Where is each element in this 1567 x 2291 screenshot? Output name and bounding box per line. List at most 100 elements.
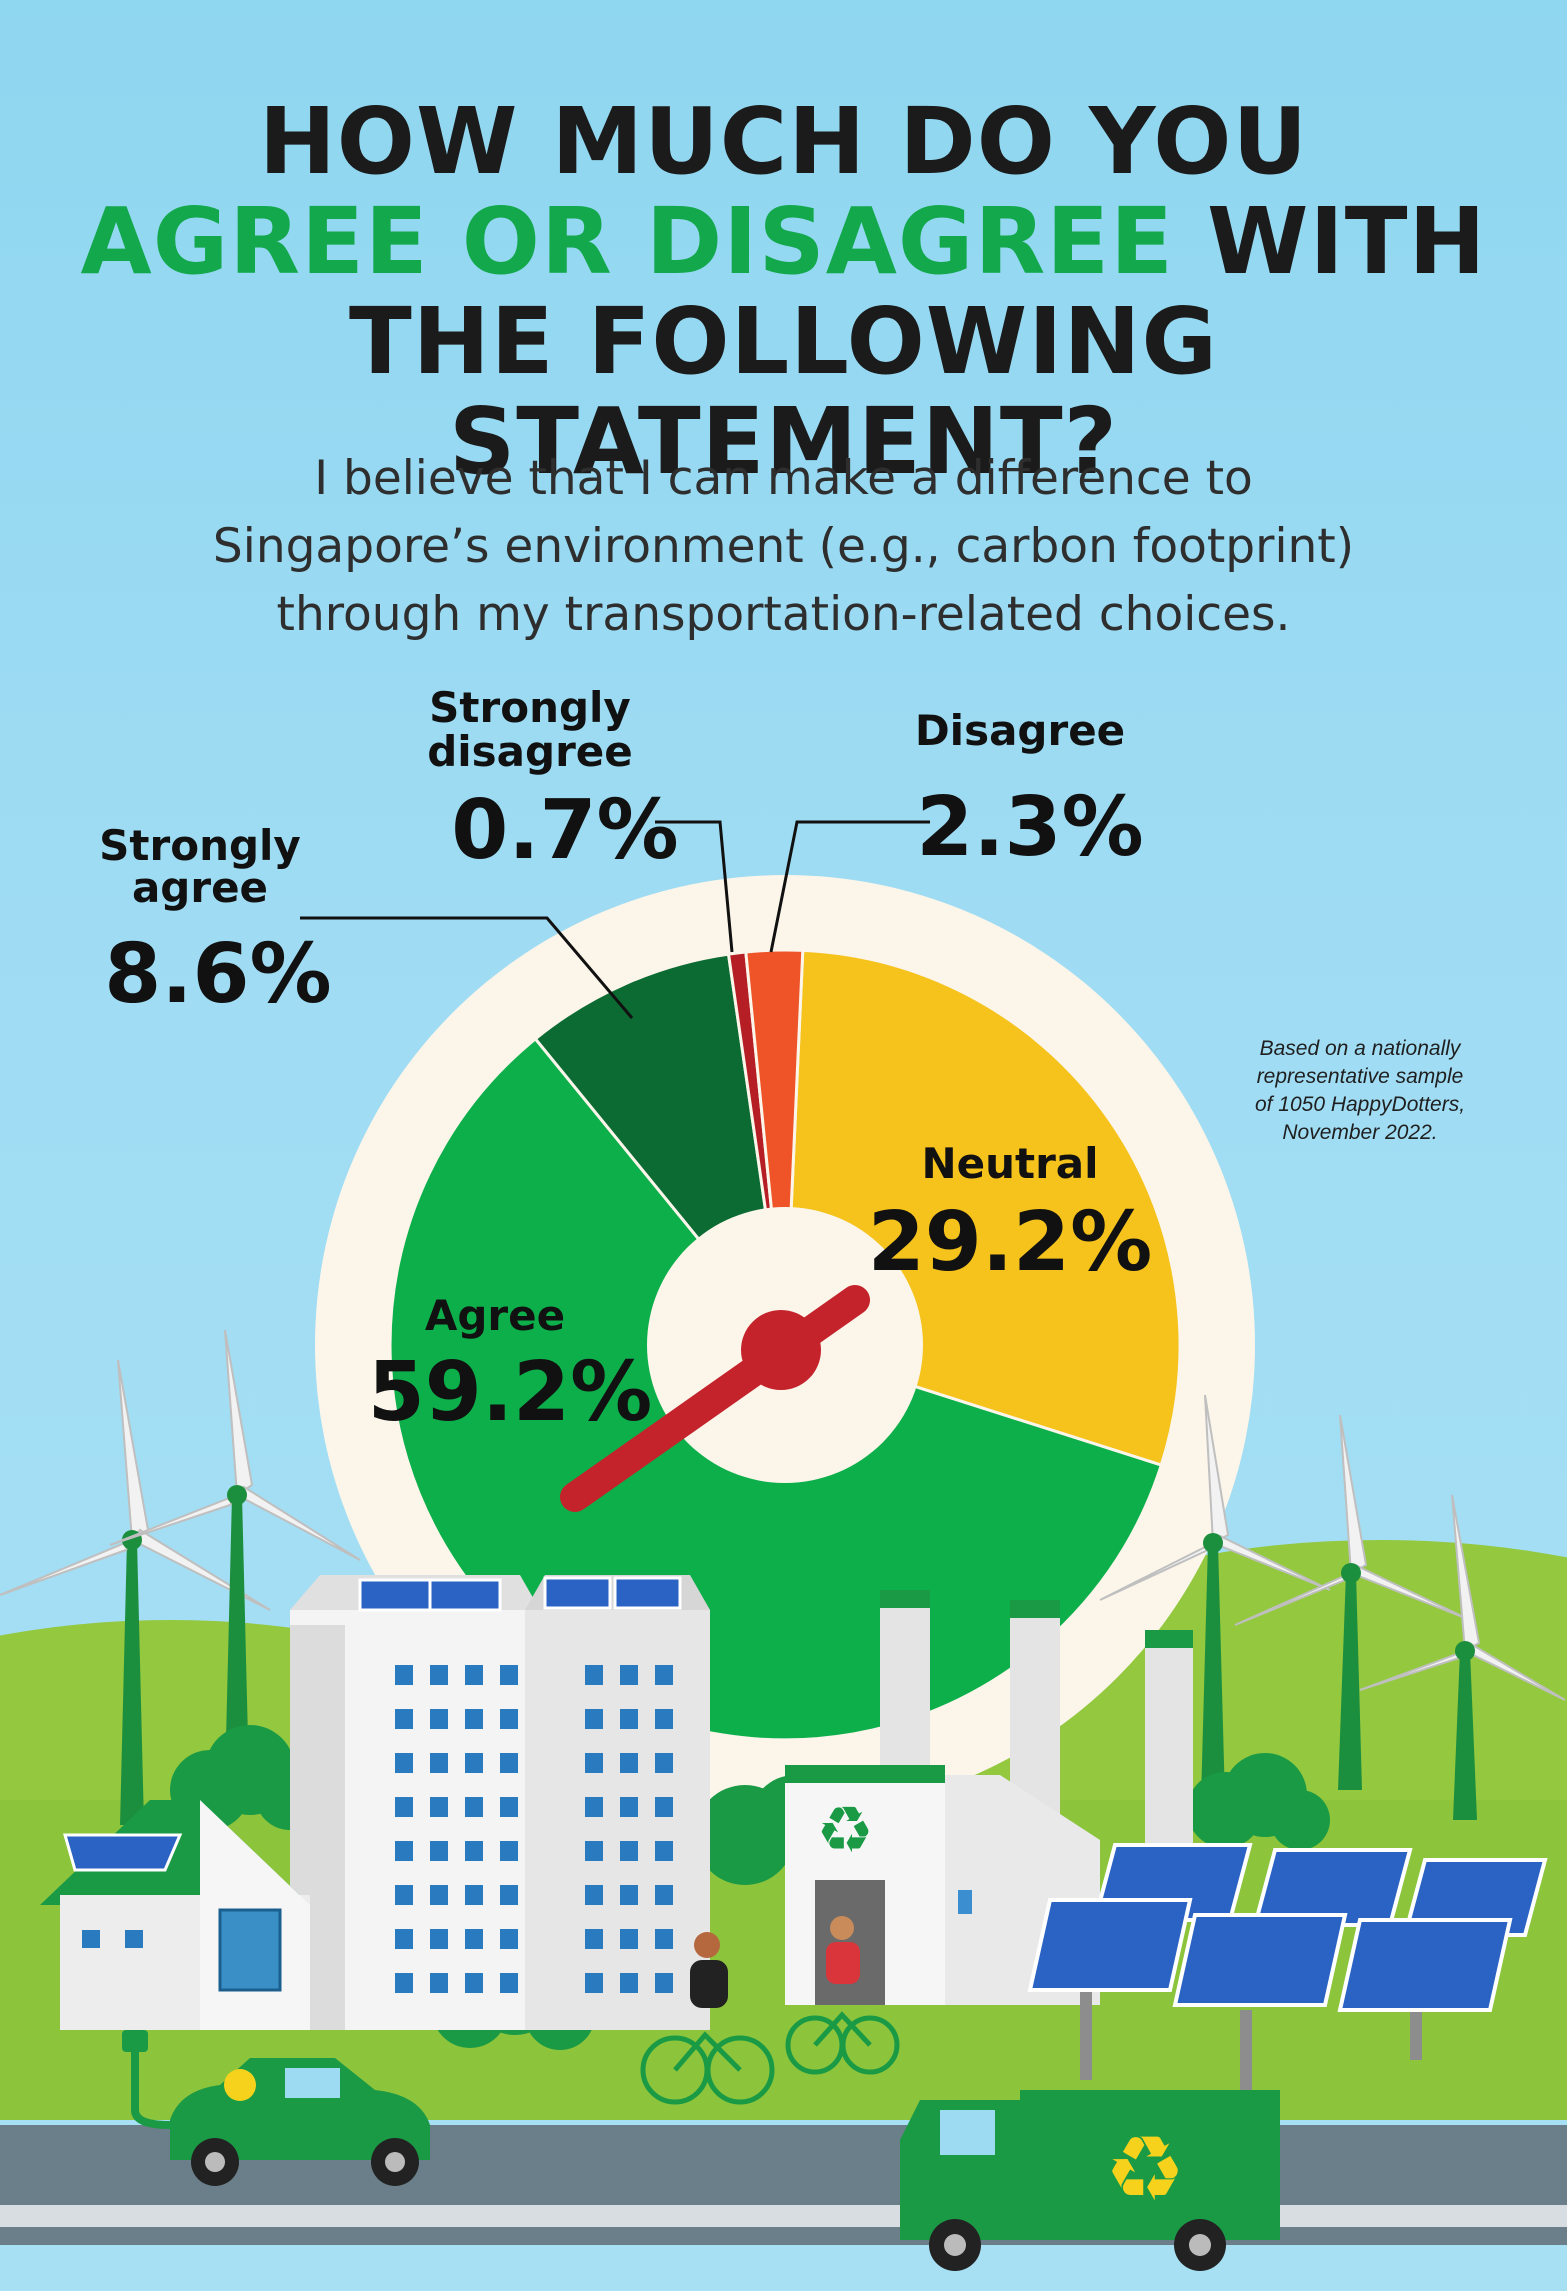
label-agree: Agree: [425, 1291, 565, 1340]
window: [585, 1929, 603, 1949]
window: [500, 1709, 518, 1729]
cyclists: [640, 2011, 900, 2105]
wind-turbine: [1359, 1494, 1566, 1820]
window: [465, 1709, 483, 1729]
wind-turbine: [1099, 1394, 1331, 1800]
leader-line-strongly-agree: [300, 916, 634, 1019]
window: [500, 1841, 518, 1861]
label-disagree: Disagree: [915, 706, 1125, 755]
window: [655, 1973, 673, 1993]
window: [465, 1885, 483, 1905]
window: [430, 1973, 448, 1993]
window: [620, 1973, 638, 1993]
window: [620, 1841, 638, 1861]
window: [585, 1885, 603, 1905]
label-neutral: Neutral: [921, 1139, 1098, 1188]
leader-lines: [300, 820, 930, 1019]
window: [430, 1753, 448, 1773]
window: [655, 1797, 673, 1817]
truck-recycle-icon: ♻: [1105, 2117, 1186, 2222]
statement-line-2: Singapore’s environment (e.g., carbon fo…: [212, 519, 1355, 574]
window: [430, 1797, 448, 1817]
window: [465, 1929, 483, 1949]
window: [500, 1929, 518, 1949]
window: [500, 1797, 518, 1817]
wind-turbine: [109, 1329, 361, 1780]
leader-line-disagree: [769, 820, 930, 953]
window: [395, 1753, 413, 1773]
window: [500, 1973, 518, 1993]
value-strongly-agree: 8.6%: [104, 927, 331, 1022]
window: [655, 1841, 673, 1861]
window: [430, 1665, 448, 1685]
solar-panels: [1027, 1843, 1548, 2100]
window: [620, 1709, 638, 1729]
window: [585, 1973, 603, 1993]
recycling-truck: ♻: [900, 2090, 1280, 2271]
title-accent: AGREE OR DISAGREE: [80, 188, 1174, 295]
sample-note: Based on a nationally representative sam…: [1254, 1037, 1466, 1144]
window: [585, 1753, 603, 1773]
window: [500, 1885, 518, 1905]
wind-turbine: [1234, 1414, 1471, 1790]
window: [430, 1709, 448, 1729]
window: [585, 1797, 603, 1817]
window: [465, 1973, 483, 1993]
label-strongly-disagree: Strongly disagree: [427, 683, 633, 776]
window: [655, 1885, 673, 1905]
apartment-windows: [395, 1665, 673, 1993]
cyclist-riders: [690, 1916, 860, 2008]
window: [465, 1797, 483, 1817]
window: [430, 1929, 448, 1949]
window: [620, 1753, 638, 1773]
window: [500, 1753, 518, 1773]
window: [655, 1709, 673, 1729]
window: [620, 1797, 638, 1817]
leader-line-strongly-disagree: [655, 820, 734, 953]
label-strongly-agree: Strongly agree: [99, 821, 301, 912]
window: [395, 1709, 413, 1729]
window: [620, 1929, 638, 1949]
title-line-2-rest: WITH: [1173, 188, 1487, 295]
title-line-3: THE FOLLOWING STATEMENT?: [348, 288, 1219, 495]
window: [395, 1973, 413, 1993]
gauge-chart: [315, 875, 1255, 1815]
recycling-factory: ♻: [785, 1765, 1100, 2005]
window: [395, 1665, 413, 1685]
window: [395, 1841, 413, 1861]
window: [620, 1885, 638, 1905]
statement-line-3: through my transportation-related choice…: [276, 587, 1291, 642]
window: [585, 1665, 603, 1685]
window: [395, 1885, 413, 1905]
window: [655, 1929, 673, 1949]
window: [655, 1753, 673, 1773]
recycle-icon: ♻: [816, 1794, 873, 1868]
electric-car: [122, 2030, 430, 2186]
wind-turbines: [0, 1329, 1566, 1825]
window: [655, 1665, 673, 1685]
window: [585, 1841, 603, 1861]
window: [430, 1885, 448, 1905]
window: [465, 1665, 483, 1685]
window: [430, 1841, 448, 1861]
window: [395, 1929, 413, 1949]
survey-statement: I believe that I can make a difference t…: [0, 445, 1567, 649]
window: [500, 1665, 518, 1685]
value-disagree: 2.3%: [916, 780, 1143, 875]
window: [395, 1797, 413, 1817]
statement-line-1: I believe that I can make a difference t…: [314, 451, 1253, 506]
title-line-1: HOW MUCH DO YOU: [258, 88, 1309, 195]
slice-labels: Strongly disagree 0.7% Disagree 2.3% Stro…: [99, 683, 1152, 1440]
value-neutral: 29.2%: [868, 1195, 1152, 1290]
apartment-blocks: [290, 1575, 710, 2030]
value-strongly-disagree: 0.7%: [451, 783, 678, 878]
window: [620, 1665, 638, 1685]
house: [40, 1800, 310, 2030]
page-title: HOW MUCH DO YOU AGREE OR DISAGREE WITH T…: [0, 92, 1567, 492]
value-agree: 59.2%: [368, 1345, 652, 1440]
title-line-2: AGREE OR DISAGREE WITH: [0, 192, 1567, 292]
gauge-needle: [560, 1285, 870, 1512]
window: [465, 1841, 483, 1861]
window: [465, 1753, 483, 1773]
